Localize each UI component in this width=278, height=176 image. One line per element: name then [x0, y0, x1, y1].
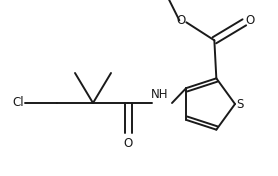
Text: O: O: [177, 14, 186, 27]
Text: Cl: Cl: [12, 96, 24, 109]
Text: NH: NH: [151, 89, 169, 102]
Text: S: S: [236, 98, 244, 111]
Text: O: O: [123, 137, 133, 150]
Text: O: O: [246, 14, 255, 27]
